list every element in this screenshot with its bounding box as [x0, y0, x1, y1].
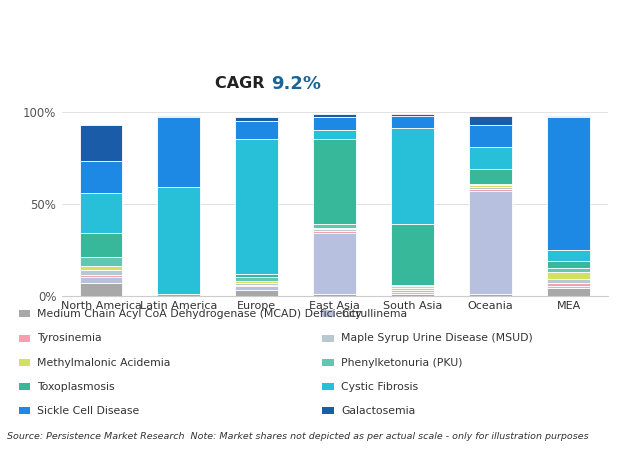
Text: Sickle Cell Disease: Sickle Cell Disease	[37, 406, 140, 416]
Text: Newborn Metabolic Screening Market: Newborn Metabolic Screening Market	[16, 21, 384, 39]
Bar	[547, 283, 590, 287]
Bar	[79, 193, 122, 233]
Text: CAGR: CAGR	[215, 76, 270, 91]
Bar	[79, 275, 122, 277]
Text: Cystic Fibrosis: Cystic Fibrosis	[341, 382, 418, 392]
Text: Tyrosinemia: Tyrosinemia	[37, 333, 102, 343]
Text: Citrullinema: Citrullinema	[341, 309, 407, 319]
Bar	[391, 290, 434, 292]
Bar	[79, 162, 122, 193]
Bar	[236, 140, 278, 274]
Bar	[547, 287, 590, 288]
Bar	[313, 224, 356, 228]
Bar	[469, 191, 512, 294]
Bar	[79, 283, 122, 296]
Bar	[469, 184, 512, 185]
Text: By Test Type – Region value Share Analysis 2020: By Test Type – Region value Share Analys…	[16, 50, 303, 63]
Bar	[391, 294, 434, 296]
Bar	[469, 294, 512, 296]
Bar	[236, 121, 278, 140]
Bar	[313, 294, 356, 296]
Bar	[157, 117, 200, 187]
Text: Source: Persistence Market Research  Note: Market shares not depicted as per act: Source: Persistence Market Research Note…	[7, 432, 589, 441]
Bar	[547, 288, 590, 296]
Text: 9.2%: 9.2%	[271, 75, 321, 93]
Bar	[19, 310, 30, 317]
Bar	[157, 116, 200, 117]
Bar	[322, 407, 334, 414]
Bar	[547, 116, 590, 117]
Bar	[236, 287, 278, 290]
Bar	[547, 272, 590, 279]
Bar	[313, 233, 356, 294]
Bar	[313, 230, 356, 231]
Bar	[79, 257, 122, 266]
Text: Phenylketonuria (PKU): Phenylketonuria (PKU)	[341, 358, 463, 368]
Bar	[322, 383, 334, 390]
Bar	[313, 228, 356, 230]
Text: Galactosemia: Galactosemia	[341, 406, 415, 416]
Bar	[19, 383, 30, 390]
Bar	[391, 292, 434, 294]
Bar	[313, 140, 356, 224]
Bar	[391, 116, 434, 128]
Bar	[236, 290, 278, 296]
Bar	[322, 359, 334, 366]
Bar	[313, 117, 356, 130]
Bar	[547, 279, 590, 283]
Text: Toxoplasmosis: Toxoplasmosis	[37, 382, 115, 392]
Bar	[79, 125, 122, 162]
Bar	[391, 288, 434, 290]
Bar	[322, 334, 334, 342]
Text: Maple Syrup Urine Disease (MSUD): Maple Syrup Urine Disease (MSUD)	[341, 333, 533, 343]
Bar	[547, 117, 590, 250]
Bar	[469, 169, 512, 184]
Bar	[313, 231, 356, 233]
Bar	[236, 274, 278, 277]
Bar	[236, 117, 278, 121]
Bar	[391, 128, 434, 224]
Bar	[547, 268, 590, 272]
Bar	[79, 233, 122, 257]
Bar	[313, 114, 356, 117]
Bar	[236, 283, 278, 284]
Bar	[469, 185, 512, 187]
Bar	[79, 266, 122, 270]
Bar	[236, 284, 278, 287]
Bar	[391, 284, 434, 287]
Text: Medium Chain Acyl CoA Dehydrogenase (MCAD) Deficiency: Medium Chain Acyl CoA Dehydrogenase (MCA…	[37, 309, 362, 319]
Bar	[157, 187, 200, 294]
Bar	[236, 281, 278, 283]
Bar	[313, 130, 356, 140]
Bar	[391, 114, 434, 116]
Text: Methylmalonic Acidemia: Methylmalonic Acidemia	[37, 358, 170, 368]
Bar	[79, 270, 122, 275]
Bar	[391, 287, 434, 288]
Bar	[157, 294, 200, 296]
Bar	[391, 224, 434, 284]
Bar	[469, 125, 512, 147]
Bar	[236, 277, 278, 281]
Bar	[469, 116, 512, 125]
Bar	[19, 407, 30, 414]
Bar	[469, 187, 512, 189]
Bar	[547, 261, 590, 268]
Bar	[19, 359, 30, 366]
Bar	[322, 310, 334, 317]
Bar	[547, 250, 590, 261]
Bar	[469, 147, 512, 169]
Bar	[19, 334, 30, 342]
Bar	[469, 189, 512, 191]
Bar	[79, 277, 122, 283]
